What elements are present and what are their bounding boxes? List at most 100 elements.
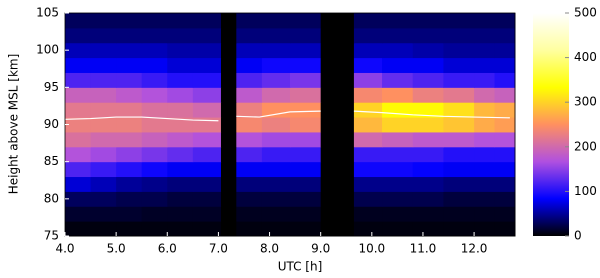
heatmap-cell — [65, 102, 92, 118]
heatmap-cell — [412, 42, 444, 59]
heatmap-cell — [261, 146, 291, 163]
heatmap-cell — [116, 72, 143, 88]
heatmap-cell — [474, 102, 496, 118]
heatmap-cell — [236, 131, 263, 148]
heatmap-cell — [443, 131, 475, 148]
x-tick-label: 12.0 — [461, 242, 488, 256]
heatmap-cell — [220, 131, 237, 148]
heatmap-cell — [443, 221, 475, 237]
heatmap-cell — [382, 221, 414, 237]
y-tick-label: 90 — [44, 117, 59, 131]
heatmap-cell — [474, 206, 496, 222]
heatmap-cell — [443, 27, 475, 44]
heatmap-cell — [494, 161, 516, 178]
heatmap-cell — [220, 191, 237, 207]
heatmap-cell — [116, 87, 143, 103]
heatmap-cell — [443, 161, 475, 178]
heatmap-cell — [141, 206, 168, 222]
x-tick-label: 5.0 — [107, 242, 126, 256]
heatmap-cell — [220, 72, 237, 88]
heatmap-cell — [90, 57, 117, 73]
heatmap-cell — [220, 27, 237, 44]
heatmap-cell — [192, 206, 222, 222]
heatmap-cell — [220, 57, 237, 73]
line — [64, 110, 510, 122]
x-tick-label: 11.0 — [410, 242, 437, 256]
heatmap-cell — [474, 131, 496, 148]
heatmap-cell — [236, 27, 263, 44]
heatmap-cell — [116, 191, 143, 207]
heatmap-cell — [290, 87, 322, 103]
heatmap-cell — [192, 57, 222, 73]
heatmap-cell — [494, 146, 516, 163]
heatmap-cell — [261, 13, 291, 29]
heatmap-cell — [65, 146, 92, 163]
heatmap-cell — [443, 72, 475, 88]
heatmap-cell — [320, 102, 355, 118]
heatmap-cell — [320, 57, 355, 73]
heatmap-cell — [90, 42, 117, 59]
heatmap-cell — [116, 146, 143, 163]
heatmap-cell — [65, 72, 92, 88]
heatmap-cell — [167, 191, 194, 207]
heatmap-cell — [141, 13, 168, 29]
heatmap-cell — [353, 57, 383, 73]
heatmap-cell — [353, 27, 383, 44]
heatmap-cell — [141, 176, 168, 192]
heatmap-cell — [192, 146, 222, 163]
heatmap-cell — [443, 102, 475, 118]
heatmap-cell — [320, 161, 355, 178]
heatmap-cell — [494, 42, 516, 59]
heatmap-cell — [443, 117, 475, 133]
heatmap-cell — [412, 146, 444, 163]
heatmap-cell — [65, 221, 92, 237]
y-tick-label: 80 — [44, 191, 59, 205]
heatmap-cell — [261, 72, 291, 88]
heatmap-cell — [412, 57, 444, 73]
heatmap-cell — [494, 27, 516, 44]
heatmap-cell — [236, 191, 263, 207]
heatmap-cell — [474, 161, 496, 178]
heatmap-cell — [141, 42, 168, 59]
heatmap-cell — [320, 87, 355, 103]
heatmap-cell — [412, 206, 444, 222]
heatmap-cell — [382, 87, 414, 103]
x-tick-label: 10.0 — [358, 242, 385, 256]
heatmap-cell — [236, 221, 263, 237]
heatmap-cell — [290, 176, 322, 192]
heatmap-cell — [353, 87, 383, 103]
heatmap-cell — [261, 161, 291, 178]
heatmap-cell — [382, 72, 414, 88]
heatmap-cell — [141, 191, 168, 207]
heatmap-cell — [236, 87, 263, 103]
heatmap-cell — [192, 176, 222, 192]
heatmap-cell — [290, 42, 322, 59]
heatmap-cell — [290, 131, 322, 148]
colorbar-tick-label: 500 — [574, 6, 597, 20]
heatmap-cell — [116, 176, 143, 192]
heatmap-cell — [494, 131, 516, 148]
heatmap-cell — [90, 176, 117, 192]
heatmap-cell — [167, 72, 194, 88]
heatmap-cell — [382, 42, 414, 59]
heatmap-cell — [412, 191, 444, 207]
heatmap-cell — [90, 72, 117, 88]
heatmap-cell — [192, 102, 222, 118]
heatmap-cell — [167, 206, 194, 222]
heatmap-cell — [443, 206, 475, 222]
heatmap-cell — [220, 206, 237, 222]
heatmap-cell — [320, 27, 355, 44]
heatmap-cell — [236, 13, 263, 29]
heatmap-cell — [116, 27, 143, 44]
y-axis-label: Height above MSL [km] — [7, 54, 21, 195]
heatmap-cell — [236, 176, 263, 192]
heatmap-cell — [290, 221, 322, 237]
heatmap-cell — [261, 176, 291, 192]
heatmap-cell — [192, 13, 222, 29]
heatmap-cell — [90, 131, 117, 148]
heatmap-cell — [320, 131, 355, 148]
x-axis-label: UTC [h] — [278, 260, 323, 274]
heatmap-cell — [494, 57, 516, 73]
heatmap-cell — [65, 57, 92, 73]
heatmap-cell — [261, 27, 291, 44]
